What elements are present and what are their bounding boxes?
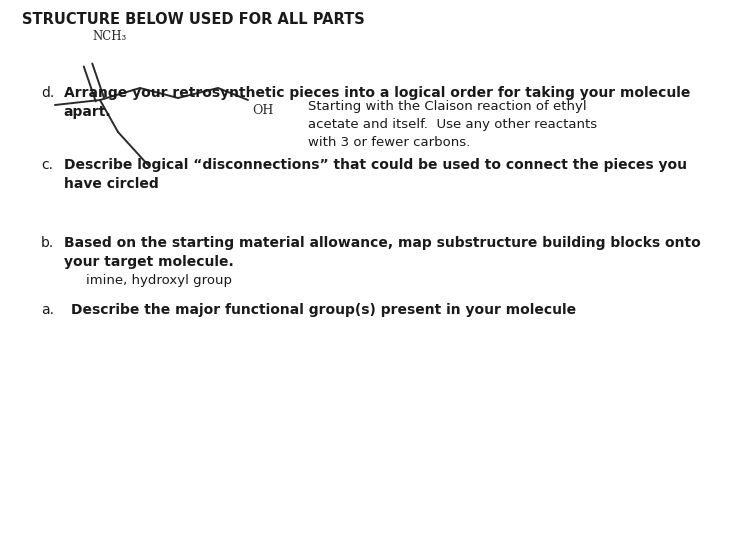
Text: imine, hydroxyl group: imine, hydroxyl group xyxy=(86,274,232,286)
Text: Describe logical “disconnections” that could be used to connect the pieces you
h: Describe logical “disconnections” that c… xyxy=(64,158,687,191)
Text: NCH₃: NCH₃ xyxy=(92,30,126,43)
Text: c.: c. xyxy=(41,158,53,172)
Text: OH: OH xyxy=(252,103,273,117)
Text: Starting with the Claison reaction of ethyl
acetate and itself.  Use any other r: Starting with the Claison reaction of et… xyxy=(308,100,597,149)
Text: Describe the major functional group(s) present in your molecule: Describe the major functional group(s) p… xyxy=(71,303,576,317)
Text: Arrange your retrosynthetic pieces into a logical order for taking your molecule: Arrange your retrosynthetic pieces into … xyxy=(64,86,690,118)
Text: d.: d. xyxy=(41,86,55,100)
Text: Based on the starting material allowance, map substructure building blocks onto
: Based on the starting material allowance… xyxy=(64,236,700,269)
Text: b.: b. xyxy=(41,236,55,250)
Text: STRUCTURE BELOW USED FOR ALL PARTS: STRUCTURE BELOW USED FOR ALL PARTS xyxy=(22,12,365,27)
Text: a.: a. xyxy=(41,303,54,317)
